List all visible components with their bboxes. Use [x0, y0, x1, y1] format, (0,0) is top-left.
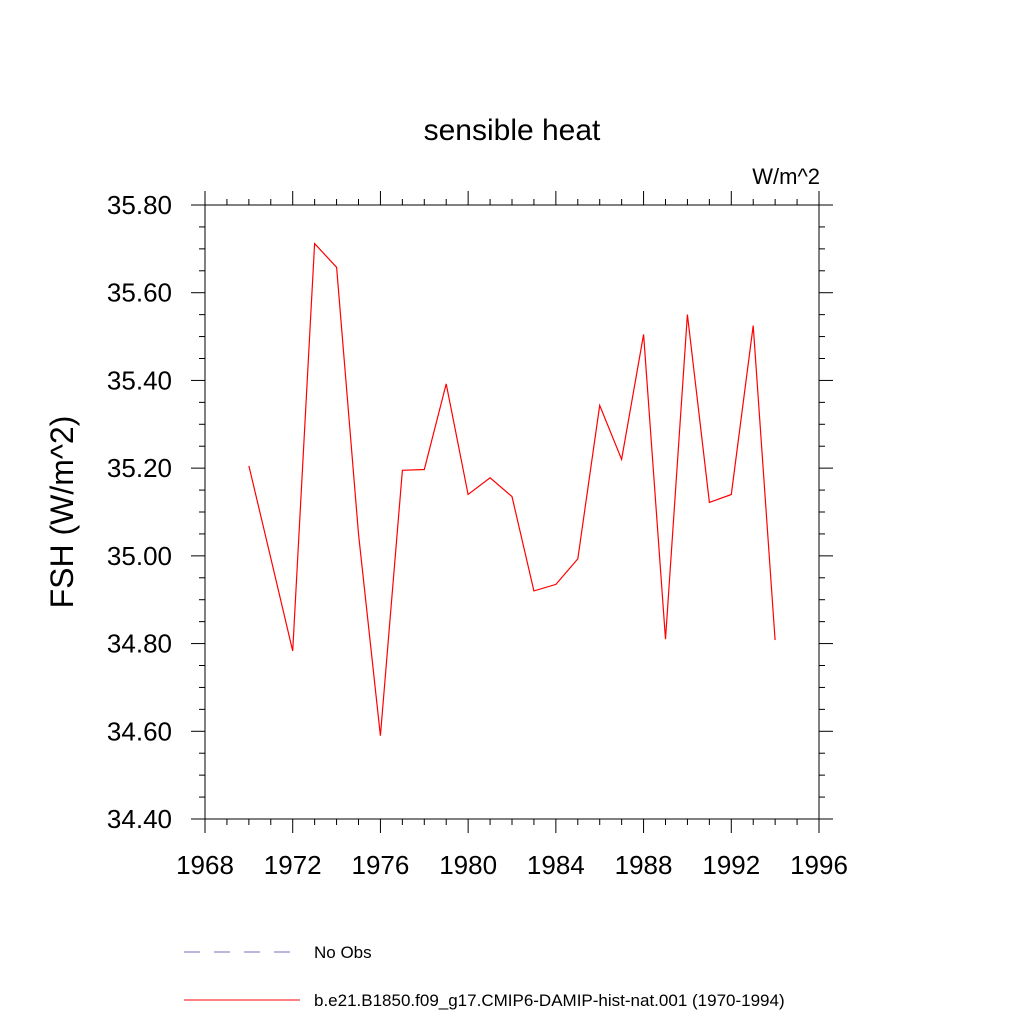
y-tick-label: 35.00 [107, 541, 172, 571]
y-tick-label: 34.80 [107, 629, 172, 659]
x-tick-label: 1996 [790, 850, 848, 880]
series-point [357, 532, 360, 535]
series-point [291, 650, 294, 653]
legend-label: b.e21.B1850.f09_g17.CMIP6-DAMIP-hist-nat… [314, 991, 785, 1010]
units-label: W/m^2 [752, 164, 820, 189]
y-tick-label: 35.80 [107, 190, 172, 220]
y-tick-label: 34.40 [107, 804, 172, 834]
series-layer [247, 242, 777, 737]
plot-frame [204, 204, 820, 820]
x-axis: 1968 1972 1976 1980 1984 1988 1992 1996 [176, 191, 848, 880]
legend: No Obs b.e21.B1850.f09_g17.CMIP6-DAMIP-hi… [184, 943, 785, 1010]
x-tick-label: 1988 [615, 850, 673, 880]
x-tick-label: 1972 [264, 850, 322, 880]
series-point [642, 333, 645, 336]
series-point [423, 468, 426, 471]
series-point [379, 734, 382, 737]
series-point [686, 313, 689, 316]
series-point [511, 495, 514, 498]
series-point [467, 493, 470, 496]
series-point [532, 589, 535, 592]
y-axis-label: FSH (W/m^2) [44, 416, 80, 609]
series-point [598, 404, 601, 407]
y-axis: 34.40 34.60 34.80 35.00 35.20 35.40 35.60 35.80 [107, 190, 833, 834]
series-point [620, 458, 623, 461]
series-point [752, 324, 755, 327]
series-point [774, 639, 777, 642]
y-tick-label: 35.40 [107, 365, 172, 395]
series-point [576, 557, 579, 560]
series-point [247, 464, 250, 467]
series-point [313, 242, 316, 245]
x-tick-label: 1980 [439, 850, 497, 880]
y-tick-label: 35.60 [107, 278, 172, 308]
series-point [554, 583, 557, 586]
series-point [708, 501, 711, 504]
chart-title: sensible heat [424, 114, 601, 147]
x-tick-label: 1984 [527, 850, 585, 880]
series-point [401, 469, 404, 472]
x-tick-label: 1968 [176, 850, 234, 880]
series-point [335, 266, 338, 269]
x-tick-label: 1992 [702, 850, 760, 880]
y-tick-label: 35.20 [107, 453, 172, 483]
series-point [730, 493, 733, 496]
series-line [248, 242, 776, 736]
x-tick-label: 1976 [352, 850, 410, 880]
series-point [489, 476, 492, 479]
series-point [445, 382, 448, 385]
legend-label: No Obs [314, 943, 372, 962]
series-point [664, 638, 667, 641]
y-tick-label: 34.60 [107, 716, 172, 746]
series-point [269, 557, 272, 560]
